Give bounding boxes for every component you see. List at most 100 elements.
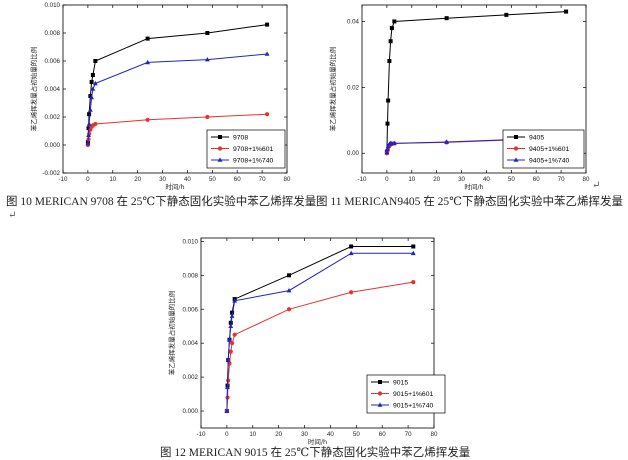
data-point <box>93 121 98 127</box>
x-tick-label: 0 <box>385 176 389 183</box>
data-point <box>264 112 270 117</box>
data-point <box>87 112 92 117</box>
legend-entry: 9708+1%740 <box>233 157 273 164</box>
legend-swatch-marker <box>377 402 383 407</box>
data-point <box>145 36 150 41</box>
legend-entry: 9405+1%740 <box>529 157 569 164</box>
data-point <box>387 59 392 63</box>
x-tick-label: 80 <box>284 176 291 183</box>
data-point <box>286 307 292 312</box>
data-point <box>93 59 98 63</box>
y-tick-label: 0.000 <box>183 408 199 415</box>
data-point <box>349 244 354 249</box>
data-point <box>85 141 91 146</box>
data-point <box>227 337 232 342</box>
legend-entry: 9708+1%601 <box>233 146 273 153</box>
series-line <box>87 24 268 143</box>
x-tick-label: 80 <box>431 431 438 438</box>
legend-entry: 9015 <box>393 379 408 386</box>
data-point <box>564 9 569 14</box>
y-tick-label: 0.008 <box>45 30 61 37</box>
data-point <box>205 31 210 35</box>
y-tick-label: 0.006 <box>183 306 199 313</box>
data-point <box>89 94 95 100</box>
x-axis-label: 时间/h <box>165 182 184 191</box>
x-tick-label: 10 <box>249 431 256 438</box>
data-point <box>444 139 450 144</box>
legend-entry: 9015+1%740 <box>393 402 433 409</box>
data-point <box>229 313 235 318</box>
legend-swatch-marker <box>218 135 222 139</box>
series-line <box>87 53 268 144</box>
x-tick-label: 30 <box>159 176 166 183</box>
x-axis-label: 时间/h <box>464 182 483 191</box>
data-point <box>385 146 390 152</box>
data-point <box>232 332 237 337</box>
return-mark-1: ↵ <box>592 180 601 191</box>
legend-swatch-marker <box>217 157 223 162</box>
data-point <box>411 280 416 285</box>
data-point <box>385 121 390 126</box>
data-point <box>89 80 94 84</box>
legend-entry: 9405 <box>529 134 544 141</box>
chart-fig11: -10 0 10 20 30 40 50 60 70 80 0.00 0.02 0.04 时间/h 苯乙烯挥… <box>328 4 590 191</box>
data-point <box>287 273 292 278</box>
x-tick-label: 10 <box>109 176 116 183</box>
return-mark-2: ↵ <box>8 210 17 221</box>
data-point <box>349 290 354 295</box>
data-point <box>90 86 96 91</box>
y-tick-label: 0.002 <box>45 114 61 121</box>
x-tick-label: 30 <box>458 176 465 183</box>
data-point <box>225 384 230 390</box>
legend-entry: 9015+1%601 <box>393 391 433 398</box>
caption-fig11: 图 11 MERICAN9405 在 25℃下静态固化实验中苯乙烯挥发量 <box>316 196 623 208</box>
series-line <box>226 252 414 412</box>
x-tick-label: 0 <box>86 176 90 183</box>
x-tick-label: -10 <box>59 176 69 183</box>
x-tick-label: 20 <box>134 176 141 183</box>
y-tick-label: 0.008 <box>183 272 199 279</box>
x-tick-label: -10 <box>358 176 368 183</box>
data-point <box>86 132 91 137</box>
data-point <box>391 140 397 146</box>
series-line <box>386 11 567 152</box>
data-point <box>265 22 270 27</box>
legend-entry: 9405+1%601 <box>529 146 569 153</box>
data-point <box>286 287 292 293</box>
x-axis-label: 时间/h <box>308 437 327 446</box>
data-point <box>386 98 391 103</box>
data-point <box>389 26 394 31</box>
data-point <box>392 19 397 24</box>
data-point <box>229 341 235 346</box>
legend-swatch-marker <box>513 146 519 151</box>
y-axis-label: 苯乙烯挥发量占初始量的比例 <box>167 291 176 376</box>
caption-fig12: 图 12 MERICAN 9015 在 25℃下静态固化实验中苯乙烯挥发量 <box>160 447 471 459</box>
data-point <box>388 39 393 44</box>
legend-swatch-marker <box>217 146 223 151</box>
x-tick-label: 30 <box>301 431 308 438</box>
y-tick-label: 0.004 <box>183 340 199 347</box>
x-tick-label: 40 <box>483 176 490 183</box>
y-axis-label: 苯乙烯挥发量占初始量的比例 <box>29 47 38 132</box>
x-tick-label: 70 <box>405 431 412 438</box>
legend-swatch-marker <box>377 391 383 396</box>
data-point <box>90 73 95 77</box>
y-tick-label: 0.02 <box>347 84 360 91</box>
y-tick-label: 0.006 <box>45 58 61 65</box>
x-tick-label: -10 <box>197 431 207 438</box>
data-point <box>411 244 416 249</box>
y-tick-label: 0.000 <box>45 142 61 149</box>
y-tick-label: 0.010 <box>183 238 199 245</box>
data-point <box>86 121 92 126</box>
y-tick-label: 0.00 <box>347 150 360 157</box>
x-tick-label: 70 <box>259 176 266 183</box>
data-point <box>87 107 93 112</box>
legend-swatch-marker <box>513 157 519 162</box>
data-point <box>230 310 235 315</box>
data-point <box>225 357 231 362</box>
x-tick-label: 60 <box>379 431 386 438</box>
data-point <box>88 94 93 98</box>
chart-fig10: -10 0 10 20 30 40 50 60 70 80 -0.002 0.000 0.002 0.00… <box>29 2 291 191</box>
x-tick-label: 60 <box>234 176 241 183</box>
